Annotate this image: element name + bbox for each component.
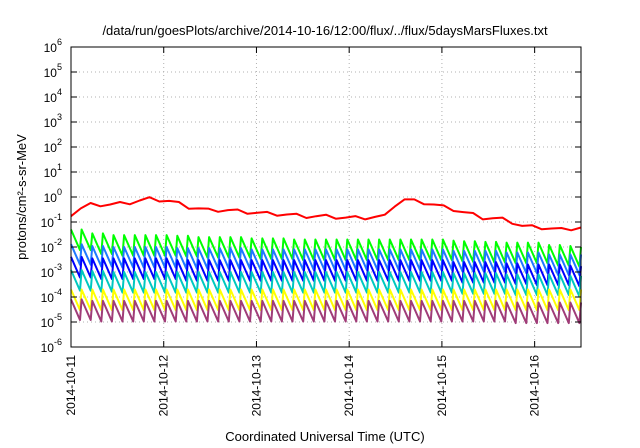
y-tick-exponent: 6 <box>57 37 62 47</box>
x-axis-ticks: 2014-10-11 2014-10-12 2014-10-13 2014-10-14… <box>64 47 542 416</box>
y-tick-label: 105 <box>44 62 62 80</box>
y-tick-exponent: -6 <box>54 337 62 347</box>
y-tick-label: 10-4 <box>41 287 62 305</box>
chart-title: /data/run/goesPlots/archive/2014-10-16/1… <box>102 23 548 38</box>
series-group <box>70 196 582 325</box>
series-line <box>70 298 582 325</box>
x-tick-label: 2014-10-16 <box>528 355 542 417</box>
series-line <box>70 196 582 232</box>
y-tick-label: 10-2 <box>41 237 62 255</box>
y-tick-label: 103 <box>44 112 62 130</box>
y-tick-label: 10-1 <box>41 212 62 230</box>
x-tick-label: 2014-10-14 <box>342 355 356 417</box>
y-tick-label: 101 <box>44 162 62 180</box>
x-tick-label: 2014-10-12 <box>157 355 171 417</box>
x-tick-label: 2014-10-11 <box>64 355 78 416</box>
x-axis-label: Coordinated Universal Time (UTC) <box>225 429 424 444</box>
series-line <box>70 288 582 312</box>
x-tick-label: 2014-10-13 <box>249 355 263 417</box>
y-tick-exponent: -1 <box>54 212 62 222</box>
y-tick-exponent: 0 <box>57 187 62 197</box>
series-line <box>70 255 582 288</box>
series-line <box>70 228 582 268</box>
y-tick-label: 102 <box>44 137 62 155</box>
y-tick-label: 104 <box>44 87 62 105</box>
y-axis-ticks: 10-610-510-410-310-210-11001011021031041… <box>41 37 581 355</box>
y-tick-exponent: -4 <box>54 287 62 297</box>
series-line <box>70 269 582 298</box>
y-tick-label: 10-5 <box>41 312 62 330</box>
series-line <box>70 243 582 277</box>
y-tick-exponent: 1 <box>57 162 62 172</box>
y-tick-label: 106 <box>44 37 62 55</box>
y-tick-exponent: 5 <box>57 62 62 72</box>
y-tick-exponent: 3 <box>57 112 62 122</box>
y-tick-exponent: -5 <box>54 312 62 322</box>
y-tick-label: 100 <box>44 187 62 205</box>
y-tick-label: 10-3 <box>41 262 62 280</box>
y-tick-exponent: -3 <box>54 262 62 272</box>
y-tick-exponent: 2 <box>57 137 62 147</box>
y-tick-label: 10-6 <box>41 337 62 355</box>
x-tick-label: 2014-10-15 <box>435 355 449 417</box>
y-tick-exponent: 4 <box>57 87 62 97</box>
y-tick-exponent: -2 <box>54 237 62 247</box>
y-axis-label: protons/cm²-s-sr-MeV <box>14 134 29 260</box>
